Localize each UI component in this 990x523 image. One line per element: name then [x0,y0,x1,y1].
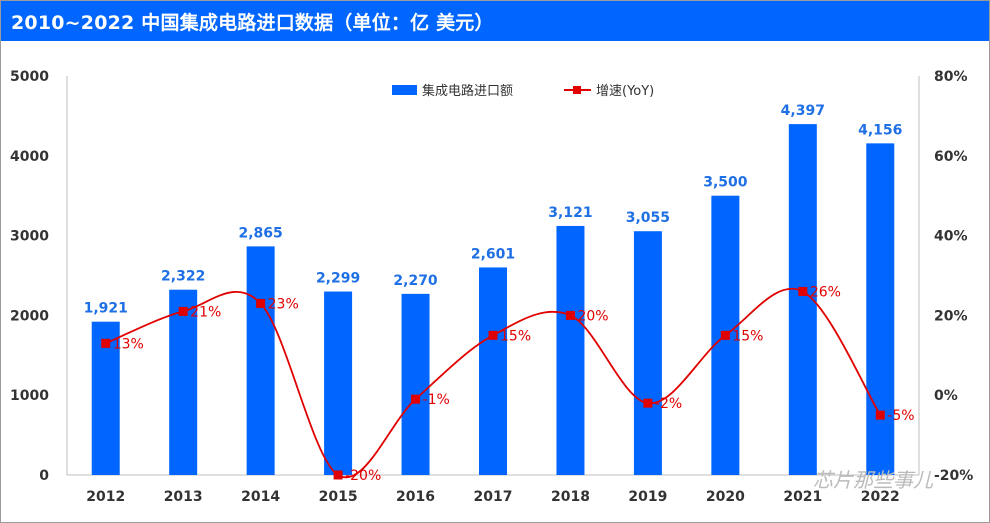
legend-line-label: 增速(YoY) [596,84,654,99]
x-tick-label: 2018 [551,489,590,505]
yoy-value-label: 13% [113,336,144,352]
yoy-value-label: -5% [887,408,914,424]
yoy-point-marker [798,286,808,296]
bar-value-label: 2,601 [471,246,515,262]
x-tick-label: 2017 [474,489,513,505]
yoy-value-label: 15% [732,328,763,344]
y-right-tick-label: 40% [934,229,968,245]
bar-value-label: 2,865 [238,225,282,241]
yoy-point-marker [256,298,266,308]
bar-value-label: 3,121 [548,205,592,221]
bar-value-label: 2,270 [393,273,438,289]
legend-bar-swatch [392,85,417,95]
bar-value-label: 4,397 [781,103,825,119]
title-bar: 2010~2022 中国集成电路进口数据（单位：亿 美元） [1,1,989,41]
yoy-point-marker [411,394,421,404]
yoy-point-marker [875,410,885,420]
y-right-tick-label: -20% [934,468,973,484]
x-tick-label: 2015 [319,489,358,505]
bar-value-label: 3,055 [626,210,670,226]
legend-bar-label: 集成电路进口额 [422,83,513,99]
x-tick-label: 2016 [396,489,435,505]
yoy-point-marker [333,470,343,480]
bar [324,291,353,475]
yoy-point-marker [488,330,498,340]
chart-title: 2010~2022 中国集成电路进口数据（单位：亿 美元） [11,12,494,34]
legend-line-marker [573,86,581,94]
bar [479,267,507,475]
y-right-tick-label: 0% [934,388,958,404]
y-left-tick-label: 0 [39,468,49,484]
bar-value-label: 4,156 [858,122,902,138]
y-right-tick-label: 20% [934,308,968,324]
yoy-point-marker [101,338,111,348]
yoy-value-label: 26% [810,284,841,300]
x-tick-label: 2014 [241,489,280,505]
x-tick-label: 2012 [86,489,125,505]
watermark-text: 芯片那些事儿 [813,468,934,492]
yoy-value-label: 23% [268,296,299,312]
y-left-tick-label: 5000 [10,69,49,85]
bar [556,225,585,475]
bar-value-label: 3,500 [703,175,748,191]
bar [866,143,895,475]
y-left-tick-label: 1000 [10,388,49,404]
x-tick-label: 2021 [783,489,822,505]
yoy-value-label: -2% [655,396,682,412]
y-right-tick-label: 80% [934,69,968,85]
yoy-value-label: -20% [345,468,381,484]
y-left-tick-label: 4000 [10,149,49,165]
yoy-point-marker [643,398,653,408]
yoy-value-label: 21% [190,304,221,320]
bar-value-label: 1,921 [84,301,128,317]
x-tick-label: 2019 [628,489,667,505]
x-tick-label: 2022 [861,489,900,505]
yoy-value-label: 15% [500,328,531,344]
y-left-tick-label: 3000 [10,229,49,245]
yoy-point-marker [178,306,188,316]
yoy-value-label: -1% [423,392,450,408]
y-left-tick-label: 2000 [10,308,49,324]
bar-value-label: 2,322 [161,269,205,285]
yoy-point-marker [565,310,575,320]
bar-value-label: 2,299 [316,271,360,287]
y-right-tick-label: 60% [934,149,968,165]
bar [633,231,662,475]
x-tick-label: 2013 [164,489,203,505]
bar [246,246,275,475]
yoy-value-label: 20% [577,308,608,324]
yoy-point-marker [720,330,730,340]
bar [401,293,430,475]
bar [169,289,198,475]
x-tick-label: 2020 [706,489,745,505]
